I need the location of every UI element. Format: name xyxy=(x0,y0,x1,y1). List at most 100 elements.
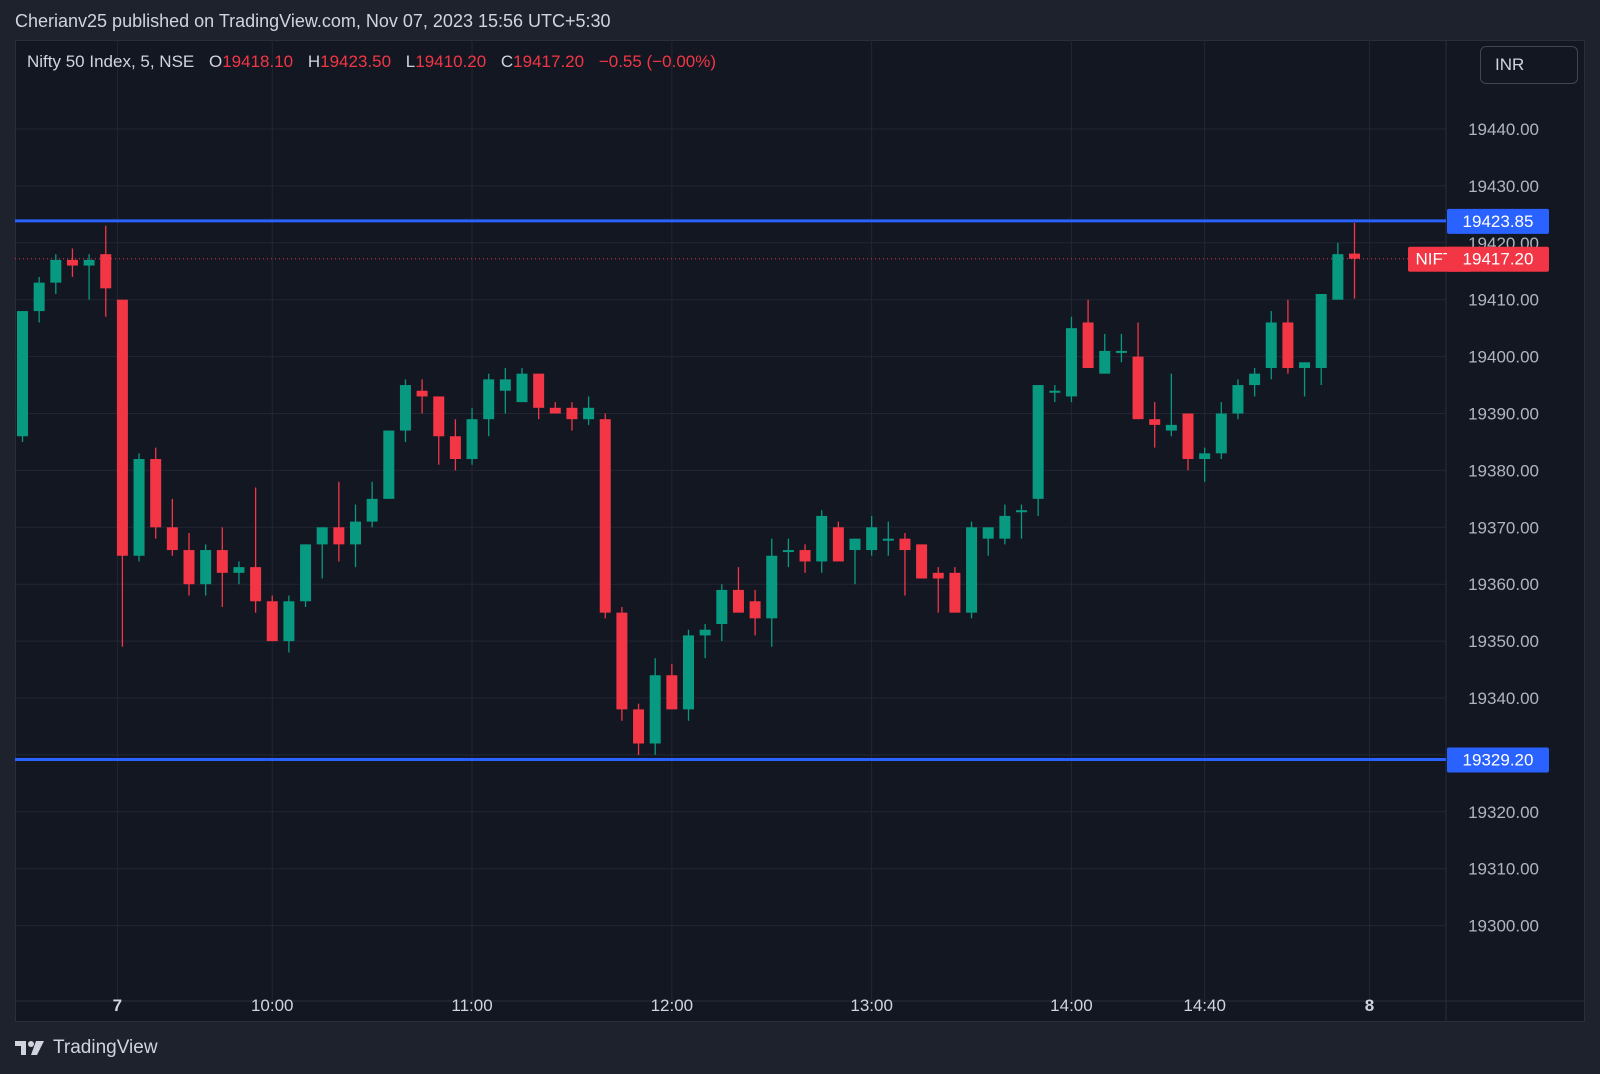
currency-selector[interactable]: INR xyxy=(1480,46,1578,84)
price-tick-label: 19430.00 xyxy=(1468,177,1539,196)
candle[interactable] xyxy=(616,606,628,721)
candle[interactable] xyxy=(1065,316,1077,403)
candle[interactable] xyxy=(333,481,345,562)
candle[interactable] xyxy=(383,430,395,499)
candle[interactable] xyxy=(1082,299,1094,368)
candle[interactable] xyxy=(749,589,761,636)
candle[interactable] xyxy=(133,453,145,562)
candle[interactable] xyxy=(949,567,961,613)
candle[interactable] xyxy=(1332,242,1344,300)
candle[interactable] xyxy=(633,703,645,755)
candle[interactable] xyxy=(766,538,778,647)
candle[interactable] xyxy=(250,487,262,613)
candle[interactable] xyxy=(732,567,744,613)
candle[interactable] xyxy=(832,521,844,562)
candle[interactable] xyxy=(33,276,45,323)
candle[interactable] xyxy=(50,254,62,295)
candle[interactable] xyxy=(300,544,312,607)
candle[interactable] xyxy=(1282,299,1294,374)
candle[interactable] xyxy=(816,510,828,573)
candle[interactable] xyxy=(366,481,378,528)
candle-body xyxy=(732,589,744,613)
candle-body xyxy=(1249,373,1261,386)
time-axis[interactable]: 7 10:00 11:00 12:00 13:00 14:00 14:40 8 xyxy=(113,996,1375,1015)
candle[interactable] xyxy=(200,544,212,596)
candle[interactable] xyxy=(966,521,978,619)
price-axis[interactable]: 19440.0019430.0019420.0019410.0019400.00… xyxy=(1468,120,1539,936)
horizontal-lines[interactable] xyxy=(15,219,1446,761)
symbol-info[interactable]: Nifty 50 Index, 5, NSE xyxy=(27,52,195,71)
candle[interactable] xyxy=(449,419,461,471)
candle[interactable] xyxy=(782,538,794,568)
candle[interactable] xyxy=(799,544,811,573)
candle[interactable] xyxy=(583,396,595,425)
candle[interactable] xyxy=(183,532,195,596)
candles[interactable] xyxy=(17,222,1360,755)
candle-body xyxy=(250,567,262,602)
candle[interactable] xyxy=(882,521,894,556)
candle[interactable] xyxy=(683,629,694,721)
candle[interactable] xyxy=(1299,362,1311,397)
candle[interactable] xyxy=(649,658,661,755)
candle[interactable] xyxy=(1182,413,1194,471)
candle[interactable] xyxy=(216,527,228,607)
candle[interactable] xyxy=(1149,402,1161,448)
candle[interactable] xyxy=(716,584,728,642)
candle[interactable] xyxy=(66,248,78,277)
candle[interactable] xyxy=(116,299,128,647)
candle[interactable] xyxy=(1349,222,1360,299)
candle[interactable] xyxy=(233,561,245,585)
candle[interactable] xyxy=(283,595,295,653)
candle[interactable] xyxy=(599,413,611,619)
candle[interactable] xyxy=(932,567,944,613)
candle[interactable] xyxy=(433,396,445,465)
candle[interactable] xyxy=(350,504,361,568)
tradingview-brand[interactable]: TradingView xyxy=(15,1037,158,1059)
candle-body xyxy=(932,572,944,579)
candle[interactable] xyxy=(866,515,878,556)
candle[interactable] xyxy=(1249,367,1261,397)
candle[interactable] xyxy=(1016,504,1027,539)
candle[interactable] xyxy=(1032,385,1044,516)
candle[interactable] xyxy=(316,527,328,579)
candle-body xyxy=(749,601,761,619)
candle[interactable] xyxy=(1049,385,1061,403)
candle[interactable] xyxy=(566,402,578,431)
candle[interactable] xyxy=(899,532,911,596)
candle[interactable] xyxy=(416,379,428,414)
candle-body xyxy=(966,527,978,613)
candle[interactable] xyxy=(533,373,545,420)
candle[interactable] xyxy=(982,527,994,556)
candle[interactable] xyxy=(1232,379,1244,420)
candle[interactable] xyxy=(1099,333,1111,374)
candle[interactable] xyxy=(1215,402,1227,460)
candle[interactable] xyxy=(83,254,95,300)
candle[interactable] xyxy=(17,311,28,442)
candle[interactable] xyxy=(1199,447,1211,482)
candle[interactable] xyxy=(666,663,678,710)
candle[interactable] xyxy=(1265,311,1277,380)
candle[interactable] xyxy=(699,624,711,659)
candle[interactable] xyxy=(266,595,278,642)
candle[interactable] xyxy=(1132,322,1144,420)
candle[interactable] xyxy=(100,225,112,317)
candle[interactable] xyxy=(1165,373,1177,437)
candle[interactable] xyxy=(166,498,178,556)
candle[interactable] xyxy=(483,373,495,437)
price-tick-label: 19300.00 xyxy=(1468,917,1539,936)
candle[interactable] xyxy=(399,379,411,442)
candle[interactable] xyxy=(1315,294,1327,386)
candle[interactable] xyxy=(999,504,1011,545)
candle-body xyxy=(499,379,511,391)
chart-area[interactable] xyxy=(15,40,1585,1022)
candle[interactable] xyxy=(150,447,162,539)
candle[interactable] xyxy=(849,538,861,585)
candle[interactable] xyxy=(549,402,561,414)
candle[interactable] xyxy=(916,544,928,579)
candle[interactable] xyxy=(516,367,528,403)
candle[interactable] xyxy=(1115,333,1127,363)
hline-price-label: 19329.20 xyxy=(1463,750,1534,769)
candle[interactable] xyxy=(466,407,478,465)
candle[interactable] xyxy=(499,367,511,414)
